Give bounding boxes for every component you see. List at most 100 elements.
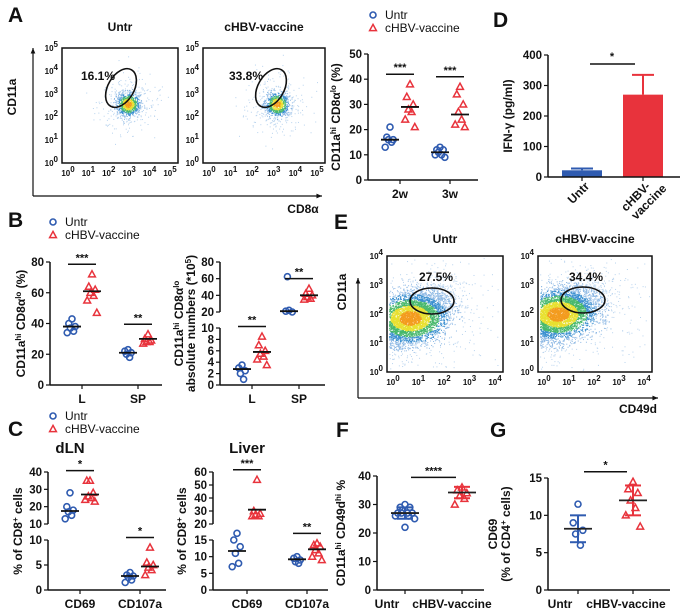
event-dot xyxy=(405,299,407,301)
event-dot xyxy=(415,314,417,316)
event-dot xyxy=(267,110,269,112)
event-dot xyxy=(122,109,124,111)
event-dot xyxy=(277,105,279,107)
event-dot xyxy=(276,113,278,115)
event-dot xyxy=(107,88,109,90)
event-dot xyxy=(125,100,127,102)
event-dot xyxy=(113,128,115,130)
event-dot xyxy=(389,327,391,329)
event-dot xyxy=(444,307,446,309)
event-dot xyxy=(438,322,440,324)
event-dot xyxy=(118,103,120,105)
event-dot xyxy=(448,317,450,319)
y-tick-label: 103 xyxy=(186,86,200,99)
event-dot xyxy=(298,106,300,108)
event-dot xyxy=(419,301,421,303)
event-dot xyxy=(279,103,281,105)
event-dot xyxy=(414,320,416,322)
event-dot xyxy=(138,104,140,106)
event-dot xyxy=(398,306,400,308)
event-dot xyxy=(445,313,447,315)
event-dot xyxy=(138,94,140,96)
event-dot xyxy=(269,108,271,110)
event-dot xyxy=(279,128,281,130)
event-dot xyxy=(103,115,105,117)
event-dot xyxy=(431,331,433,333)
event-dot xyxy=(279,111,281,113)
event-dot xyxy=(126,109,128,111)
event-dot xyxy=(390,312,392,314)
event-dot xyxy=(121,85,123,87)
event-dot xyxy=(394,287,396,289)
event-dot xyxy=(276,86,278,88)
event-dot xyxy=(407,337,409,339)
event-dot xyxy=(392,328,394,330)
event-dot xyxy=(275,107,277,109)
event-dot xyxy=(273,110,275,112)
event-dot xyxy=(148,99,150,101)
event-dot xyxy=(397,342,399,344)
event-dot xyxy=(276,108,278,110)
event-dot xyxy=(273,106,275,108)
event-dot xyxy=(260,124,262,126)
event-dot xyxy=(132,106,134,108)
event-dot xyxy=(123,107,125,109)
event-dot xyxy=(417,294,419,296)
event-dot xyxy=(420,292,422,294)
event-dot xyxy=(132,103,134,105)
event-dot xyxy=(440,289,442,291)
event-dot xyxy=(125,95,127,97)
event-dot xyxy=(451,310,453,312)
event-dot xyxy=(393,333,395,335)
event-dot xyxy=(402,323,404,325)
event-dot xyxy=(402,301,404,303)
y-tick-label: 103 xyxy=(45,86,59,99)
event-dot xyxy=(144,106,146,108)
event-dot xyxy=(271,114,273,116)
event-dot xyxy=(395,320,397,322)
event-dot xyxy=(402,366,404,368)
event-dot xyxy=(463,295,465,297)
event-dot xyxy=(400,306,402,308)
event-dot xyxy=(391,310,393,312)
event-dot xyxy=(289,96,291,98)
event-dot xyxy=(410,326,412,328)
event-dot xyxy=(132,102,134,104)
event-dot xyxy=(274,103,276,105)
event-dot xyxy=(133,107,135,109)
event-dot xyxy=(405,304,407,306)
event-dot xyxy=(450,285,452,287)
event-dot xyxy=(404,315,406,317)
event-dot xyxy=(411,314,413,316)
event-dot xyxy=(274,123,276,125)
event-dot xyxy=(275,105,277,107)
event-dot xyxy=(413,319,415,321)
event-dot xyxy=(396,315,398,317)
event-dot xyxy=(479,327,481,329)
event-dot xyxy=(437,328,439,330)
event-dot xyxy=(124,98,126,100)
event-dot xyxy=(127,84,129,86)
event-dot xyxy=(417,331,419,333)
event-dot xyxy=(444,334,446,336)
x-tick-label: 102 xyxy=(246,165,260,178)
event-dot xyxy=(269,96,271,98)
event-dot xyxy=(287,70,289,72)
event-dot xyxy=(267,96,269,98)
event-dot xyxy=(461,290,463,292)
event-dot xyxy=(427,301,429,303)
event-dot xyxy=(417,306,419,308)
event-dot xyxy=(139,95,141,97)
event-dot xyxy=(435,331,437,333)
event-dot xyxy=(394,296,396,298)
event-dot xyxy=(430,296,432,298)
event-dot xyxy=(115,100,117,102)
event-dot xyxy=(271,100,273,102)
event-dot xyxy=(402,326,404,328)
event-dot xyxy=(413,317,415,319)
event-dot xyxy=(462,295,464,297)
event-dot xyxy=(410,317,412,319)
event-dot xyxy=(451,297,453,299)
event-dot xyxy=(409,333,411,335)
event-dot xyxy=(454,342,456,344)
